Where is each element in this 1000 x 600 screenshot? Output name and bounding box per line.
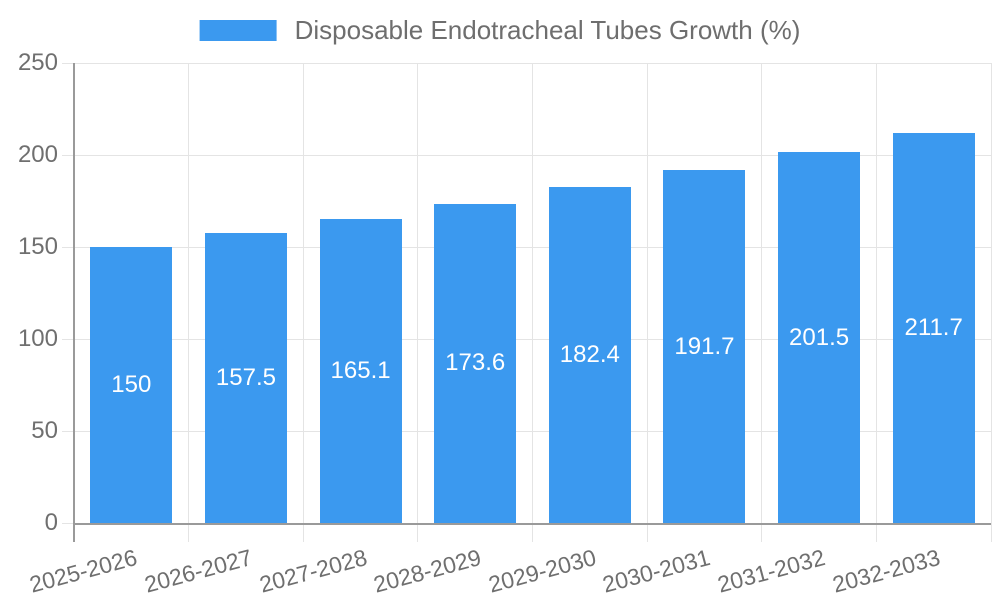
bar[interactable] [548,187,631,523]
x-tick-label: 2029-2030 [485,544,599,598]
bar-value-label: 201.5 [789,323,850,351]
x-axis-tick [188,523,190,542]
y-axis-tick [62,430,74,432]
x-axis-tick [532,523,533,542]
x-gridline [302,63,304,523]
x-tick-label: 2031-2032 [714,544,828,598]
x-gridline [990,63,992,523]
bar[interactable] [434,203,517,523]
x-gridline [188,63,190,523]
x-gridline [417,63,419,523]
y-axis-tick [62,62,74,64]
bar[interactable] [319,219,402,523]
y-tick-label: 150 [17,233,58,260]
y-axis-tick [62,338,74,340]
y-axis-tick [62,246,74,248]
bar-value-label: 173.6 [445,349,506,377]
x-tick-label: 2030-2031 [600,544,714,598]
x-axis-tick [761,523,763,542]
x-tick-label: 2028-2029 [370,544,484,598]
y-tick-label: 50 [31,417,58,444]
bar-value-label: 191.7 [674,332,735,360]
x-axis-tick [646,523,648,542]
bar[interactable] [90,247,173,523]
x-tick-label: 2027-2028 [256,544,370,598]
x-gridline [761,63,763,523]
legend-label: Disposable Endotracheal Tubes Growth (%) [294,15,801,45]
bar-value-label: 182.4 [559,341,620,369]
bar-value-label: 211.7 [904,314,963,342]
bar-value-label: 150 [111,371,152,398]
x-gridline [646,63,648,523]
x-axis-line [73,523,991,525]
y-axis-line [73,63,75,542]
x-axis-tick [302,523,304,542]
x-axis-tick [875,523,877,542]
bar-value-label: 165.1 [330,357,391,385]
x-axis-tick [990,523,992,542]
x-gridline [875,63,877,523]
y-axis-tick [62,522,74,524]
bar[interactable] [204,233,287,523]
y-tick-label: 0 [44,509,58,536]
legend-item[interactable]: Disposable Endotracheal Tubes Growth (%) [199,15,801,46]
y-tick-label: 100 [17,325,58,352]
bar[interactable] [663,170,746,523]
bar-value-label: 157.5 [215,364,276,392]
y-tick-label: 200 [17,141,58,168]
x-tick-label: 2032-2033 [829,544,943,598]
legend-swatch [199,20,277,41]
x-tick-label: 2025-2026 [27,544,141,598]
bar[interactable] [778,152,861,523]
y-axis-tick [62,154,74,156]
bar[interactable] [892,133,975,523]
x-axis-tick [417,523,419,542]
y-tick-label: 250 [17,49,58,76]
x-gridline [532,63,533,523]
x-tick-label: 2026-2027 [141,544,255,598]
